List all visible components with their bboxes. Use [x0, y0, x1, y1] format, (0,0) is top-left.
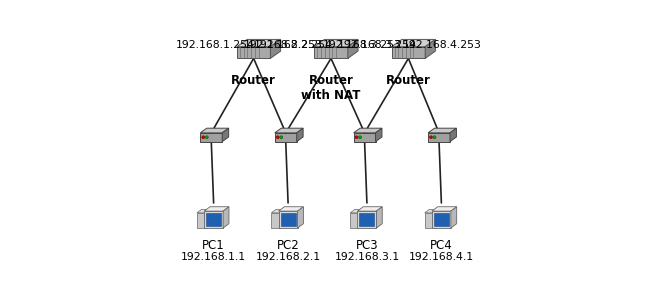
Polygon shape [297, 128, 303, 142]
Circle shape [355, 136, 358, 139]
Polygon shape [425, 209, 438, 213]
Polygon shape [204, 211, 223, 228]
Text: 192.168.3.253: 192.168.3.253 [323, 40, 402, 50]
Text: 192.168.1.254: 192.168.1.254 [176, 40, 255, 50]
Polygon shape [348, 39, 358, 58]
Polygon shape [425, 39, 436, 58]
Text: 192.168.2.1: 192.168.2.1 [256, 252, 320, 262]
Polygon shape [279, 207, 303, 211]
Polygon shape [363, 224, 372, 226]
Polygon shape [375, 128, 382, 142]
Polygon shape [434, 213, 449, 226]
Polygon shape [284, 224, 293, 226]
Polygon shape [204, 207, 229, 211]
Polygon shape [433, 209, 438, 228]
Polygon shape [392, 39, 436, 47]
Text: 192.168.4.253: 192.168.4.253 [402, 40, 481, 50]
Text: 192.168.2.253: 192.168.2.253 [244, 40, 322, 50]
Polygon shape [428, 133, 450, 142]
Circle shape [359, 136, 361, 139]
Polygon shape [206, 213, 221, 226]
Polygon shape [350, 209, 363, 213]
Circle shape [280, 136, 283, 139]
Polygon shape [271, 209, 284, 213]
Polygon shape [197, 209, 210, 213]
Polygon shape [237, 47, 270, 58]
Polygon shape [359, 213, 375, 226]
Polygon shape [197, 213, 205, 228]
Circle shape [202, 136, 205, 139]
Polygon shape [354, 133, 375, 142]
Polygon shape [354, 128, 382, 133]
Polygon shape [358, 209, 363, 228]
Polygon shape [314, 39, 358, 47]
Polygon shape [279, 211, 297, 228]
Polygon shape [297, 207, 303, 228]
Text: PC4: PC4 [430, 239, 453, 253]
Text: Router: Router [231, 74, 276, 88]
Text: PC1: PC1 [203, 239, 225, 253]
Text: Router
with NAT: Router with NAT [301, 74, 361, 102]
Text: Router: Router [386, 74, 431, 88]
Polygon shape [428, 128, 456, 133]
Text: 192.168.3.1: 192.168.3.1 [334, 252, 399, 262]
Polygon shape [270, 39, 281, 58]
Circle shape [433, 136, 436, 139]
Polygon shape [451, 207, 457, 228]
Polygon shape [377, 207, 382, 228]
Text: 192.168.3.254: 192.168.3.254 [338, 40, 416, 50]
Polygon shape [223, 207, 229, 228]
Polygon shape [357, 211, 377, 228]
Polygon shape [275, 128, 303, 133]
Polygon shape [201, 128, 228, 133]
Polygon shape [210, 224, 218, 226]
Polygon shape [432, 211, 451, 228]
Polygon shape [438, 224, 446, 226]
Polygon shape [201, 133, 222, 142]
Polygon shape [205, 209, 210, 228]
Polygon shape [281, 213, 295, 226]
Polygon shape [314, 47, 348, 58]
Polygon shape [275, 133, 297, 142]
Polygon shape [237, 39, 281, 47]
Polygon shape [357, 207, 382, 211]
Text: 192.168.2.254: 192.168.2.254 [254, 40, 332, 50]
Text: 192.168.4.1: 192.168.4.1 [409, 252, 474, 262]
Polygon shape [450, 128, 456, 142]
Polygon shape [271, 213, 279, 228]
Circle shape [276, 136, 279, 139]
Polygon shape [279, 209, 284, 228]
Polygon shape [432, 207, 457, 211]
Polygon shape [222, 128, 228, 142]
Circle shape [205, 136, 209, 139]
Polygon shape [350, 213, 358, 228]
Polygon shape [392, 47, 425, 58]
Circle shape [430, 136, 432, 139]
Text: PC3: PC3 [355, 239, 378, 253]
Polygon shape [425, 213, 433, 228]
Text: PC2: PC2 [277, 239, 299, 253]
Text: 192.168.1.1: 192.168.1.1 [181, 252, 246, 262]
